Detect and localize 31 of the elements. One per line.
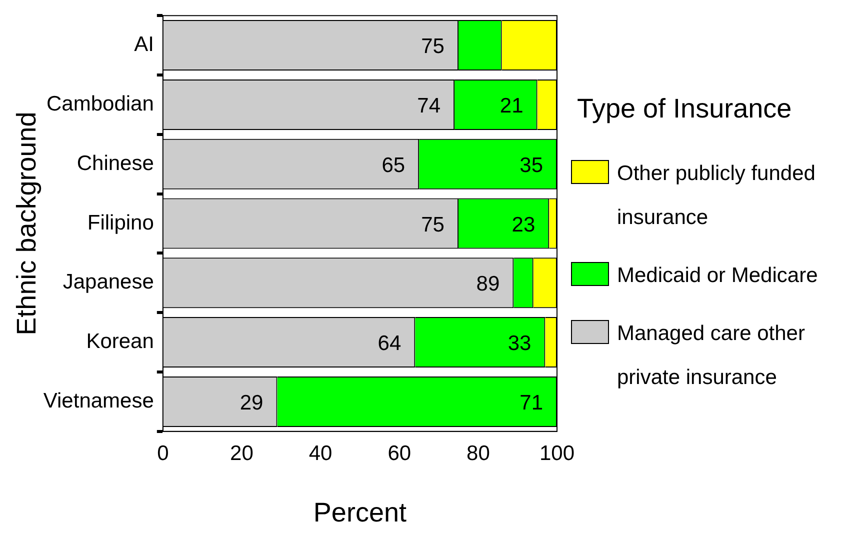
y-tick-label: Chinese: [76, 152, 154, 175]
x-tick-label: 100: [539, 442, 575, 465]
x-axis-title: Percent: [313, 497, 407, 528]
x-tick-label: 20: [230, 442, 254, 465]
x-tick-label: 60: [388, 442, 412, 465]
data-label: 29: [240, 391, 264, 414]
data-label: 23: [512, 213, 536, 236]
data-label: 64: [378, 332, 402, 356]
data-label: 74: [417, 94, 441, 118]
y-tick-label: Vietnamese: [43, 389, 154, 412]
y-tick-label: Cambodian: [46, 92, 154, 116]
y-tick-label: Japanese: [62, 270, 154, 294]
x-tick-label: 80: [466, 442, 490, 465]
y-tick-label: AI: [134, 33, 154, 56]
legend-label: Other publicly funded insurance: [617, 162, 816, 229]
legend-label: Medicaid or Medicare: [617, 264, 818, 287]
data-label: 35: [520, 154, 543, 177]
x-tick-label: 0: [157, 442, 169, 465]
data-label: 75: [421, 213, 444, 236]
y-tick-label: Korean: [86, 330, 154, 354]
data-label: 89: [476, 272, 500, 296]
legend-title: Type of Insurance: [577, 93, 792, 124]
y-axis-title: Ethnic background: [12, 112, 42, 336]
data-label: 75: [421, 35, 444, 58]
y-tick-label: Filipino: [87, 211, 154, 234]
legend-label: Managed care other private insurance: [617, 322, 805, 389]
data-label: 71: [520, 391, 543, 414]
x-tick-label: 40: [308, 442, 332, 465]
data-label: 65: [382, 154, 406, 177]
data-label: 33: [508, 332, 532, 356]
data-label: 21: [500, 94, 524, 118]
